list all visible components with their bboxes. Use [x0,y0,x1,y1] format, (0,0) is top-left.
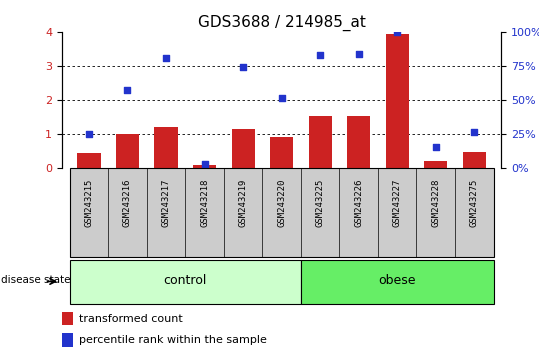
Text: transformed count: transformed count [79,314,182,324]
Bar [62,333,73,347]
Text: obese: obese [378,274,416,287]
Point [239,64,247,69]
Text: GSM243217: GSM243217 [162,179,170,227]
Bar [62,312,73,325]
Bar [424,161,447,168]
Title: GDS3688 / 214985_at: GDS3688 / 214985_at [198,14,365,30]
Text: disease state: disease state [1,275,71,285]
Text: GSM243226: GSM243226 [354,179,363,227]
Bar [116,134,139,168]
Bar [270,137,293,168]
Text: percentile rank within the sample: percentile rank within the sample [79,335,267,345]
Point [278,95,286,101]
Point [201,161,209,167]
Point [123,87,132,93]
Text: GSM243225: GSM243225 [316,179,324,227]
Bar [386,34,409,168]
Bar [463,152,486,168]
Point [85,131,93,137]
Bar [309,116,331,168]
Text: GSM243220: GSM243220 [277,179,286,227]
Text: GSM243227: GSM243227 [393,179,402,227]
Bar [155,127,177,168]
Text: GSM243218: GSM243218 [200,179,209,227]
Point [316,52,324,57]
Text: GSM243228: GSM243228 [431,179,440,227]
Bar [301,260,494,304]
Bar [70,260,301,304]
Text: GSM243275: GSM243275 [470,179,479,227]
Bar [78,153,100,168]
Point [162,56,170,61]
Bar [347,116,370,168]
Text: GSM243215: GSM243215 [85,179,93,227]
Text: control: control [164,274,207,287]
Point [431,144,440,150]
Bar [232,129,254,168]
Bar [193,165,216,168]
Text: GSM243216: GSM243216 [123,179,132,227]
Text: GSM243219: GSM243219 [239,179,247,227]
Point [470,129,479,135]
Point [354,51,363,57]
Point [393,29,402,35]
